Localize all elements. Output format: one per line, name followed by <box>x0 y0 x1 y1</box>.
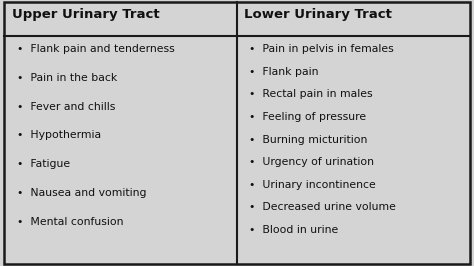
Text: •  Urinary incontinence: • Urinary incontinence <box>249 180 375 190</box>
Text: •  Fatigue: • Fatigue <box>17 159 70 169</box>
Text: •  Pain in pelvis in females: • Pain in pelvis in females <box>249 44 393 54</box>
Text: •  Burning micturition: • Burning micturition <box>249 135 367 145</box>
Text: •  Pain in the back: • Pain in the back <box>17 73 117 83</box>
Text: •  Flank pain and tenderness: • Flank pain and tenderness <box>17 44 174 54</box>
Text: •  Decreased urine volume: • Decreased urine volume <box>249 202 396 213</box>
FancyBboxPatch shape <box>4 2 470 264</box>
Text: •  Fever and chills: • Fever and chills <box>17 102 115 112</box>
Text: •  Urgency of urination: • Urgency of urination <box>249 157 374 167</box>
Text: •  Nausea and vomiting: • Nausea and vomiting <box>17 188 146 198</box>
Text: •  Rectal pain in males: • Rectal pain in males <box>249 89 373 99</box>
Text: •  Mental confusion: • Mental confusion <box>17 217 123 227</box>
Text: Upper Urinary Tract: Upper Urinary Tract <box>12 8 159 21</box>
Text: Lower Urinary Tract: Lower Urinary Tract <box>244 8 392 21</box>
Text: •  Hypothermia: • Hypothermia <box>17 130 100 140</box>
Text: •  Feeling of pressure: • Feeling of pressure <box>249 112 366 122</box>
Text: •  Flank pain: • Flank pain <box>249 67 319 77</box>
Text: •  Blood in urine: • Blood in urine <box>249 225 338 235</box>
